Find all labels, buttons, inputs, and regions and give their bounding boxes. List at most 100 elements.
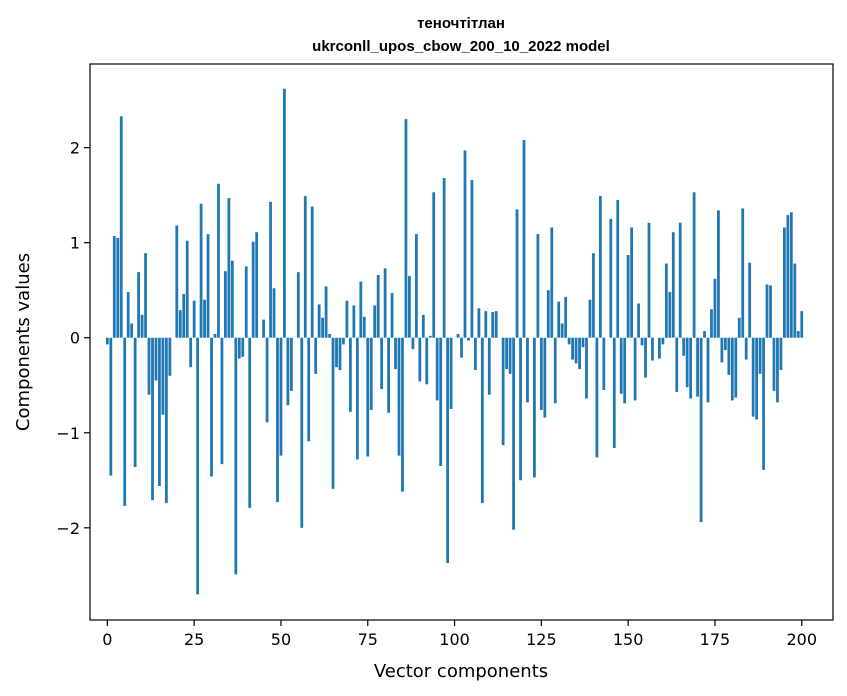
bar xyxy=(706,337,710,403)
y-axis-ticks: −2 −1 0 1 2 xyxy=(56,139,90,538)
bar xyxy=(140,314,144,338)
bar xyxy=(661,337,665,345)
bar xyxy=(369,337,373,410)
bar xyxy=(324,286,328,338)
bar xyxy=(598,196,602,338)
bar xyxy=(578,337,581,370)
bar xyxy=(619,337,623,394)
x-tick-label: 100 xyxy=(439,630,470,649)
bar xyxy=(428,335,432,338)
bar xyxy=(533,337,536,478)
bar xyxy=(394,337,397,370)
bar xyxy=(217,183,220,338)
bar xyxy=(574,337,578,364)
bar xyxy=(390,293,394,338)
bar xyxy=(154,337,158,381)
bar xyxy=(276,337,279,503)
bar xyxy=(564,296,568,338)
bar xyxy=(248,337,252,508)
bar xyxy=(692,192,696,338)
bar xyxy=(685,337,689,388)
bar xyxy=(470,179,474,338)
bar xyxy=(335,337,338,368)
bar xyxy=(668,292,672,338)
bar xyxy=(432,192,436,338)
bar xyxy=(213,333,217,338)
bar xyxy=(314,337,318,374)
bar xyxy=(310,206,314,338)
bar xyxy=(234,337,238,575)
bar xyxy=(644,337,647,378)
x-tick-label: 150 xyxy=(613,630,644,649)
bar xyxy=(161,337,165,415)
bar xyxy=(401,337,404,492)
bar xyxy=(480,337,484,504)
bar xyxy=(262,319,265,338)
bar xyxy=(682,337,686,356)
bar xyxy=(696,337,699,397)
bar xyxy=(317,304,321,338)
chart-subtitle: ukrconll_upos_cbow_200_10_2022 model xyxy=(312,38,610,55)
bar xyxy=(581,337,585,348)
bar xyxy=(751,337,755,417)
x-tick-label: 0 xyxy=(102,630,112,649)
bar xyxy=(421,314,425,338)
bar xyxy=(616,199,620,338)
bar xyxy=(442,178,446,338)
plot-frame xyxy=(89,63,834,621)
bar xyxy=(592,253,595,338)
bar xyxy=(633,337,637,401)
bar xyxy=(414,234,418,338)
bar xyxy=(164,337,168,504)
bar xyxy=(168,337,172,376)
bar xyxy=(737,317,741,338)
bar xyxy=(109,337,113,476)
bar xyxy=(227,198,231,338)
bar xyxy=(484,311,488,338)
bar xyxy=(119,116,123,338)
bar xyxy=(713,278,717,338)
x-tick-label: 50 xyxy=(271,630,291,649)
bar xyxy=(637,303,640,338)
bar xyxy=(727,337,731,375)
bar xyxy=(765,284,769,338)
x-tick-label: 125 xyxy=(526,630,557,649)
bar xyxy=(536,234,540,338)
bar xyxy=(189,337,193,368)
x-axis-label: Vector components xyxy=(374,661,548,682)
bar xyxy=(265,337,269,423)
bar xyxy=(126,292,130,338)
bar xyxy=(717,210,720,338)
bar xyxy=(546,290,550,338)
bar xyxy=(185,240,189,338)
bar xyxy=(130,323,134,338)
bar xyxy=(769,285,772,338)
bar xyxy=(158,337,161,486)
bar xyxy=(630,227,634,338)
bar xyxy=(664,263,668,338)
bars-group xyxy=(105,88,804,595)
bar xyxy=(515,209,519,338)
bar xyxy=(230,260,234,338)
y-tick-label: 0 xyxy=(70,329,80,348)
bar xyxy=(595,337,599,458)
bar xyxy=(560,323,564,338)
bar xyxy=(734,337,738,398)
y-tick-label: 1 xyxy=(70,234,80,253)
bar xyxy=(279,337,283,456)
bar xyxy=(647,222,651,338)
bar xyxy=(116,237,120,338)
bar xyxy=(376,274,380,338)
bar xyxy=(328,333,331,338)
bar xyxy=(439,337,443,467)
x-tick-label: 200 xyxy=(786,630,817,649)
bar xyxy=(404,119,408,338)
bar xyxy=(411,337,415,350)
bar xyxy=(519,337,522,481)
bar xyxy=(800,311,804,338)
bar xyxy=(689,337,693,399)
bar xyxy=(105,337,109,345)
bar xyxy=(557,301,561,338)
bar xyxy=(144,253,147,338)
bar xyxy=(178,310,182,338)
